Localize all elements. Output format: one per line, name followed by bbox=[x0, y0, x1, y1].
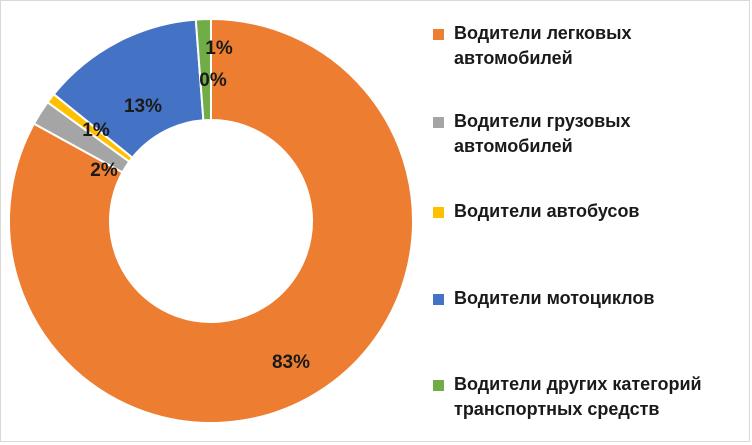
data-label-cars: 83% bbox=[272, 352, 310, 373]
legend-item-motorcycles: Водители мотоциклов bbox=[433, 286, 751, 311]
legend-label-trucks: Водители грузовых автомобилей bbox=[454, 111, 631, 156]
data-label-trucks: 2% bbox=[90, 160, 118, 181]
data-label-zero: 0% bbox=[199, 70, 227, 91]
legend: Водители легковых автомобилей Водители г… bbox=[433, 1, 751, 445]
legend-item-trucks: Водители грузовых автомобилей bbox=[433, 109, 751, 159]
legend-item-other: Водители других категорий транспортных с… bbox=[433, 372, 751, 422]
data-label-other: 1% bbox=[205, 38, 233, 59]
legend-label-cars: Водители легковых автомобилей bbox=[454, 23, 632, 68]
legend-label-other: Водители других категорий транспортных с… bbox=[454, 374, 702, 419]
slice-cars bbox=[8, 17, 414, 424]
legend-label-buses: Водители автобусов bbox=[454, 201, 640, 221]
legend-label-motorcycles: Водители мотоциклов bbox=[454, 288, 655, 308]
slice-other bbox=[194, 17, 212, 122]
legend-swatch-cars bbox=[433, 29, 444, 40]
legend-swatch-motorcycles bbox=[433, 294, 444, 305]
legend-swatch-trucks bbox=[433, 117, 444, 128]
data-label-buses: 1% bbox=[82, 120, 110, 141]
legend-item-buses: Водители автобусов bbox=[433, 199, 751, 224]
legend-swatch-buses bbox=[433, 207, 444, 218]
legend-item-cars: Водители легковых автомобилей bbox=[433, 21, 751, 71]
legend-swatch-other bbox=[433, 380, 444, 391]
donut-chart: 83% 2% 1% 13% 1% 0% bbox=[8, 17, 414, 424]
data-label-motorcycles: 13% bbox=[124, 96, 162, 117]
